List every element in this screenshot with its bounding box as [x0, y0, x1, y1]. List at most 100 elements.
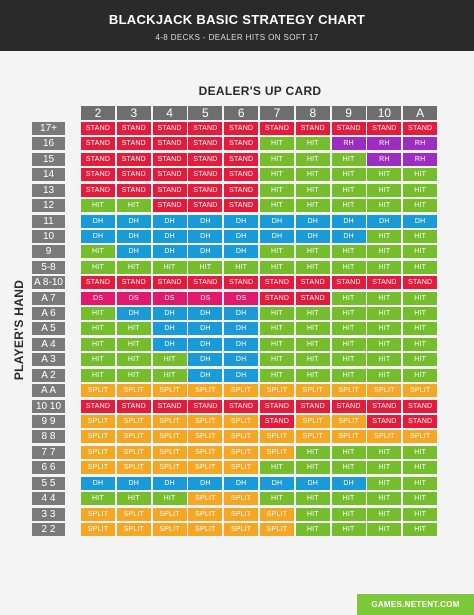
- strategy-cell: HIT: [116, 322, 151, 336]
- player-hand-label: 12: [32, 199, 65, 213]
- strategy-cell: DH: [224, 229, 259, 243]
- strategy-cell: DH: [224, 214, 259, 228]
- strategy-cell: HIT: [81, 368, 115, 382]
- strategy-cell: HIT: [403, 476, 438, 490]
- strategy-cell: SPLIT: [260, 522, 294, 536]
- players-hand-label-wrap: PLAYER'S HAND: [7, 280, 31, 380]
- strategy-cell: STAND: [81, 137, 115, 151]
- strategy-cell: HIT: [295, 137, 330, 151]
- strategy-cell: HIT: [367, 307, 402, 321]
- strategy-cell: DH: [188, 353, 223, 367]
- player-hand-label: 9 9: [32, 414, 65, 428]
- strategy-cell: HIT: [295, 507, 330, 521]
- strategy-cell: SPLIT: [224, 461, 259, 475]
- strategy-cell: DH: [81, 476, 115, 490]
- strategy-cell: HIT: [367, 461, 402, 475]
- strategy-cell: HIT: [331, 183, 366, 197]
- strategy-cell: HIT: [331, 291, 366, 305]
- player-hand-label: A 6: [32, 307, 65, 321]
- strategy-cell: SPLIT: [295, 414, 330, 428]
- strategy-cell: DH: [81, 229, 115, 243]
- player-hand-label: 5-8: [32, 260, 65, 274]
- strategy-cell: HIT: [260, 353, 294, 367]
- strategy-cell: HIT: [295, 307, 330, 321]
- strategy-cell: HIT: [260, 168, 294, 182]
- page-subtitle: 4-8 DECKS - DEALER HITS ON SOFT 17: [155, 33, 319, 42]
- strategy-cell: STAND: [188, 183, 223, 197]
- strategy-cell: HIT: [260, 245, 294, 259]
- strategy-cell: DH: [224, 337, 259, 351]
- strategy-cell: HIT: [331, 507, 366, 521]
- strategy-cell: DH: [116, 245, 151, 259]
- strategy-cell: HIT: [295, 168, 330, 182]
- strategy-cell: STAND: [152, 199, 187, 213]
- strategy-cell: DH: [152, 307, 187, 321]
- strategy-cell: STAND: [403, 122, 438, 135]
- strategy-cell: RH: [403, 137, 438, 151]
- strategy-cell: STAND: [260, 414, 294, 428]
- strategy-cell: STAND: [367, 276, 402, 290]
- dealer-card-header: 4: [152, 106, 187, 120]
- strategy-cell: SPLIT: [331, 414, 366, 428]
- strategy-cell: HIT: [331, 260, 366, 274]
- strategy-cell: HIT: [260, 492, 294, 506]
- strategy-cell: STAND: [224, 152, 259, 166]
- strategy-cell: STAND: [116, 399, 151, 413]
- strategy-cell: HIT: [331, 353, 366, 367]
- strategy-cell: HIT: [81, 353, 115, 367]
- footer-link[interactable]: GAMES.NETENT.COM: [357, 594, 474, 615]
- strategy-cell: STAND: [188, 122, 223, 135]
- strategy-cell: HIT: [403, 522, 438, 536]
- strategy-cell: STAND: [81, 168, 115, 182]
- strategy-cell: SPLIT: [152, 461, 187, 475]
- strategy-cell: HIT: [403, 199, 438, 213]
- player-hand-label: 8 8: [32, 430, 65, 444]
- strategy-cell: STAND: [224, 399, 259, 413]
- strategy-cell: STAND: [116, 183, 151, 197]
- strategy-cell: STAND: [152, 399, 187, 413]
- strategy-cell: HIT: [367, 522, 402, 536]
- player-hand-label: 10 10: [32, 399, 65, 413]
- strategy-cell: SPLIT: [81, 461, 115, 475]
- strategy-cell: HIT: [188, 260, 223, 274]
- strategy-cell: DH: [188, 307, 223, 321]
- strategy-cell: DH: [152, 476, 187, 490]
- strategy-cell: HIT: [81, 492, 115, 506]
- strategy-cell: HIT: [260, 183, 294, 197]
- strategy-cell: HIT: [367, 245, 402, 259]
- strategy-cell: HIT: [403, 445, 438, 459]
- strategy-cell: HIT: [367, 183, 402, 197]
- strategy-cell: SPLIT: [260, 430, 294, 444]
- strategy-cell: STAND: [188, 137, 223, 151]
- header: BLACKJACK BASIC STRATEGY CHART 4-8 DECKS…: [0, 0, 474, 51]
- strategy-cell: HIT: [260, 260, 294, 274]
- strategy-cell: SPLIT: [224, 492, 259, 506]
- strategy-cell: HIT: [367, 168, 402, 182]
- strategy-cell: HIT: [331, 522, 366, 536]
- strategy-cell: DH: [367, 214, 402, 228]
- strategy-cell: HIT: [295, 337, 330, 351]
- strategy-cell: HIT: [331, 461, 366, 475]
- strategy-cell: SPLIT: [224, 430, 259, 444]
- strategy-cell: HIT: [331, 322, 366, 336]
- strategy-cell: STAND: [152, 168, 187, 182]
- strategy-cell: HIT: [331, 245, 366, 259]
- strategy-cell: RH: [331, 137, 366, 151]
- strategy-cell: DH: [295, 476, 330, 490]
- dealer-card-header: 8: [295, 106, 330, 120]
- strategy-cell: SPLIT: [260, 445, 294, 459]
- strategy-cell: HIT: [331, 152, 366, 166]
- strategy-cell: RH: [367, 152, 402, 166]
- strategy-cell: HIT: [367, 291, 402, 305]
- strategy-cell: HIT: [260, 152, 294, 166]
- strategy-cell: DH: [224, 307, 259, 321]
- strategy-cell: STAND: [367, 414, 402, 428]
- strategy-cell: STAND: [188, 399, 223, 413]
- strategy-cell: STAND: [260, 276, 294, 290]
- strategy-cell: STAND: [367, 399, 402, 413]
- strategy-cell: STAND: [403, 276, 438, 290]
- strategy-cell: HIT: [116, 337, 151, 351]
- strategy-cell: SPLIT: [331, 430, 366, 444]
- strategy-cell: HIT: [331, 337, 366, 351]
- strategy-cell: HIT: [260, 461, 294, 475]
